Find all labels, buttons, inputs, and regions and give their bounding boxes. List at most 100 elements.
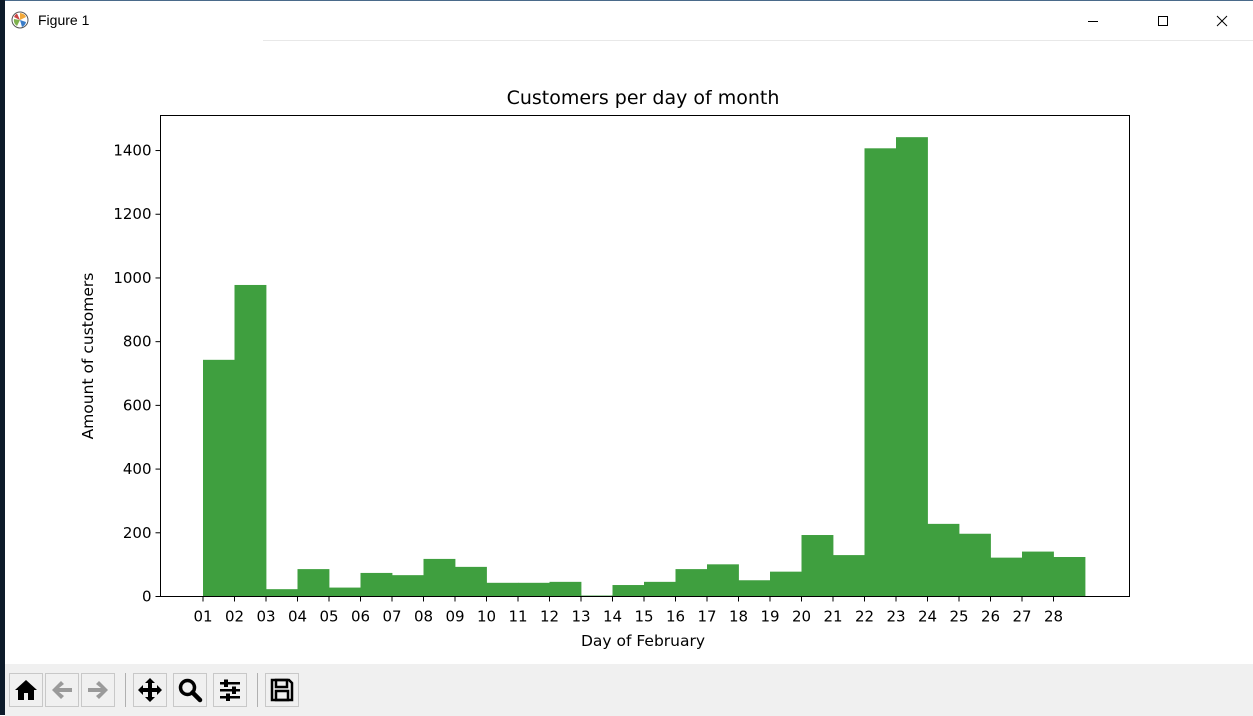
bar-07 (392, 575, 424, 597)
bar-16 (675, 569, 708, 597)
window-title: Figure 1 (38, 12, 90, 28)
x-tick-label: 13 (571, 608, 590, 626)
configure-subplots-icon (220, 679, 240, 701)
bar-21 (833, 555, 865, 597)
x-tick-label: 23 (886, 608, 905, 626)
bar-12 (549, 581, 582, 597)
pan-button[interactable] (133, 673, 167, 707)
y-axis-label: Amount of customers (79, 273, 97, 440)
background-strip (0, 0, 5, 715)
x-tick-label: 22 (855, 608, 874, 626)
x-tick-label: 18 (729, 608, 748, 626)
bar-28 (1053, 557, 1086, 597)
y-tick-label: 600 (123, 396, 152, 414)
bar-20 (801, 535, 834, 597)
bar-10 (486, 582, 519, 597)
x-tick-label: 20 (792, 608, 811, 626)
bar-01 (203, 359, 235, 597)
x-tick-label: 12 (540, 608, 559, 626)
x-tick-label: 24 (918, 608, 937, 626)
title-divider (263, 40, 1253, 41)
x-tick-label: 21 (823, 608, 842, 626)
y-tick-label: 1000 (113, 269, 151, 287)
y-tick-label: 1400 (113, 142, 151, 160)
x-tick-label: 01 (193, 608, 212, 626)
toolbar-separator (257, 673, 258, 707)
toolbar-separator (125, 673, 126, 707)
bar-22 (864, 148, 897, 597)
bar-26 (990, 557, 1023, 597)
forward-button[interactable] (81, 673, 115, 707)
y-axis-ticks: 0 200 400 600 800 1000 1200 1400 (113, 142, 161, 606)
x-tick-label: 26 (981, 608, 1000, 626)
bar-27 (1022, 551, 1054, 597)
back-arrow-icon (52, 681, 72, 699)
figure-window: Figure 1 Customers per day of month 0 200… (5, 0, 1253, 716)
bar-18 (738, 580, 771, 597)
y-tick-label: 200 (123, 524, 152, 542)
x-tick-label: 06 (351, 608, 370, 626)
x-tick-label: 04 (288, 608, 307, 626)
chart-title: Customers per day of month (507, 87, 780, 109)
bar-04 (297, 569, 330, 597)
bar-08 (423, 558, 456, 597)
figure-canvas[interactable]: Customers per day of month 0 200 400 600 800… (5, 41, 1253, 664)
close-icon (1216, 15, 1228, 26)
x-tick-label: 07 (382, 608, 401, 626)
save-icon (270, 678, 294, 702)
y-tick-label: 800 (123, 333, 152, 351)
x-tick-label: 14 (603, 608, 622, 626)
x-tick-label: 03 (256, 608, 275, 626)
back-button[interactable] (45, 673, 79, 707)
minimize-icon (1088, 20, 1098, 22)
x-tick-label: 09 (445, 608, 464, 626)
minimize-button[interactable] (1070, 1, 1116, 40)
save-button[interactable] (265, 673, 299, 707)
x-tick-label: 11 (508, 608, 527, 626)
bar-11 (518, 582, 550, 597)
navigation-toolbar (5, 664, 1253, 716)
configure-subplots-button[interactable] (213, 673, 247, 707)
maximize-button[interactable] (1140, 1, 1186, 40)
bar-03 (266, 589, 298, 597)
x-tick-label: 08 (414, 608, 433, 626)
x-tick-label: 15 (634, 608, 653, 626)
bar-23 (896, 137, 928, 597)
close-button[interactable] (1199, 1, 1245, 40)
x-tick-label: 19 (760, 608, 779, 626)
plot-frame (160, 115, 1130, 597)
y-tick-label: 400 (123, 460, 152, 478)
x-tick-label: 16 (666, 608, 685, 626)
x-tick-label: 05 (319, 608, 338, 626)
x-tick-label: 17 (697, 608, 716, 626)
bar-chart: Customers per day of month 0 200 400 600 800… (79, 87, 1130, 650)
home-button[interactable] (9, 673, 43, 707)
x-axis-label: Day of February (581, 632, 705, 650)
bar-06 (360, 572, 393, 597)
bar-14 (612, 585, 645, 597)
bar-24 (927, 523, 960, 597)
zoom-icon (178, 678, 203, 703)
y-tick-label: 1200 (113, 205, 151, 223)
x-tick-label: 10 (477, 608, 496, 626)
forward-arrow-icon (88, 681, 108, 699)
bar-25 (959, 533, 991, 597)
title-bar[interactable]: Figure 1 (5, 1, 1253, 40)
home-icon (15, 680, 37, 700)
x-tick-label: 25 (949, 608, 968, 626)
x-axis-ticks: 01 02 03 04 05 06 07 08 09 10 11 12 13 14 15 16 17 18 19 20… (193, 596, 1063, 626)
bar-02 (234, 284, 267, 597)
zoom-button[interactable] (173, 673, 207, 707)
bar-19 (770, 571, 802, 597)
x-tick-label: 28 (1044, 608, 1063, 626)
x-tick-label: 27 (1012, 608, 1031, 626)
x-tick-label: 02 (225, 608, 244, 626)
pan-icon (138, 678, 162, 702)
bar-09 (455, 566, 487, 597)
maximize-icon (1158, 15, 1168, 26)
bar-05 (329, 587, 361, 597)
bar-17 (707, 564, 739, 597)
matplotlib-logo-icon (11, 11, 29, 29)
bars (203, 137, 1086, 597)
y-tick-label: 0 (142, 588, 152, 606)
